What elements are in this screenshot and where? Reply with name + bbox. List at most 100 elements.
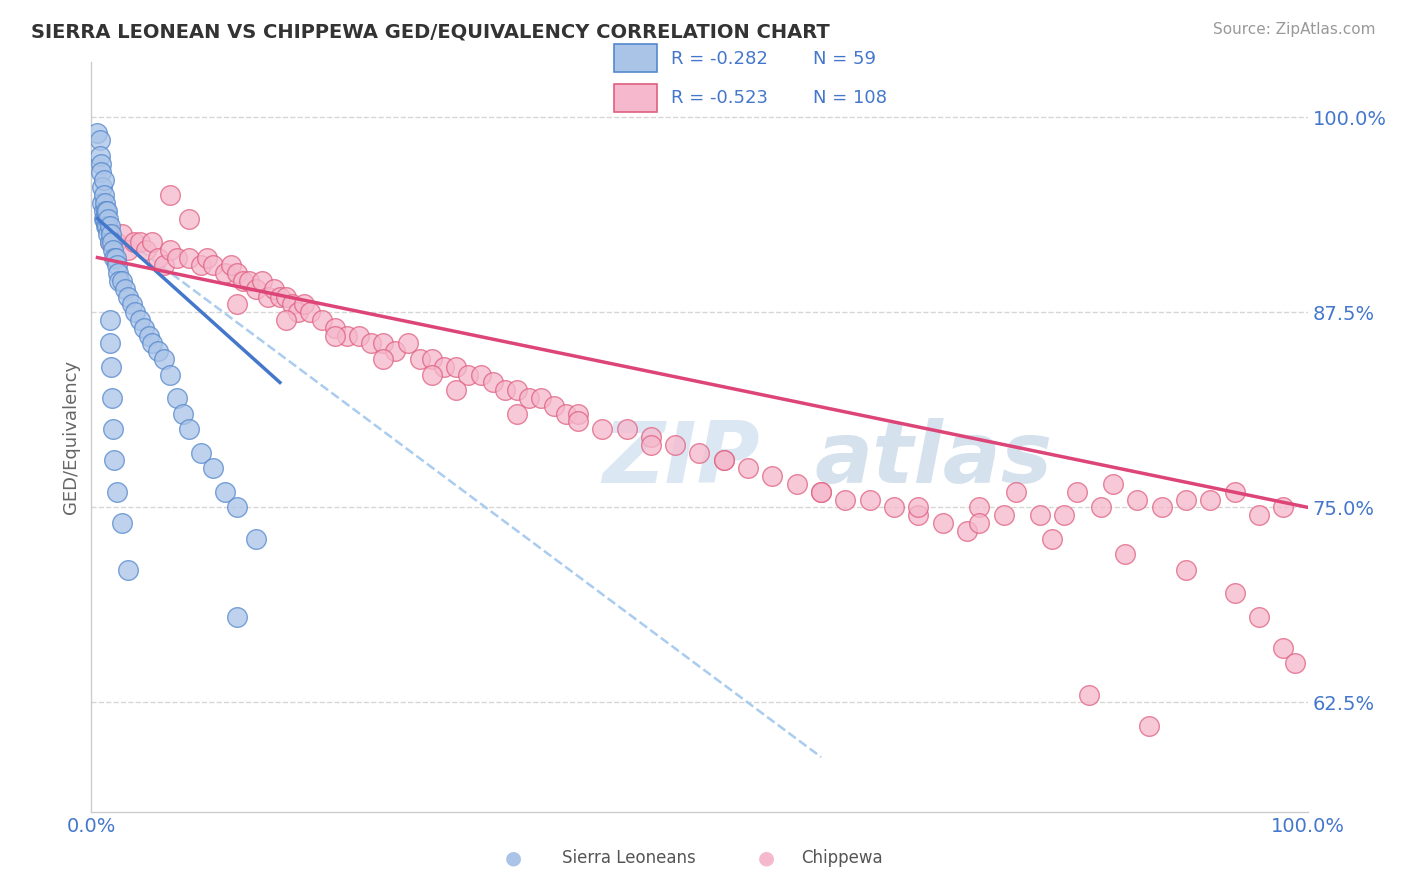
Point [226,500,249,515]
Text: Sierra Leoneans: Sierra Leoneans [562,849,696,867]
Point [311,313,333,327]
Point [108,274,131,288]
Point [1150,500,1173,515]
Text: N = 59: N = 59 [813,50,876,68]
Point [554,407,576,421]
Point [1040,532,1063,546]
Point [470,368,492,382]
Point [931,516,953,530]
Point [98,219,121,234]
Point [98,235,121,249]
Point [202,461,225,475]
Text: ●: ● [505,848,522,868]
Point [1090,500,1112,515]
Point [172,407,194,421]
Point [274,313,297,327]
Point [141,336,163,351]
Point [111,274,134,288]
Point [124,305,146,319]
Point [907,500,929,515]
Point [1126,492,1149,507]
Point [810,484,832,499]
Point [132,320,155,334]
Point [373,351,395,366]
Point [274,289,297,303]
Point [117,563,139,577]
Y-axis label: GED/Equivalency: GED/Equivalency [62,360,80,514]
Point [104,251,127,265]
Point [148,251,170,265]
Point [567,407,589,421]
Point [190,445,212,459]
Point [834,492,856,507]
Point [97,227,120,241]
Point [481,376,503,390]
Point [190,258,212,272]
Point [94,219,117,234]
Point [1247,508,1270,523]
Point [122,235,145,249]
Point [93,211,115,226]
Point [214,484,236,499]
Point [107,266,129,280]
Point [98,336,121,351]
Point [250,274,273,288]
Point [956,524,979,538]
Point [347,328,370,343]
Point [1175,563,1198,577]
Point [117,289,139,303]
Point [166,391,188,405]
Point [494,384,516,398]
Point [195,251,218,265]
Point [226,266,249,280]
Point [506,384,529,398]
Point [420,368,443,382]
Point [810,484,832,499]
Point [713,453,735,467]
Point [97,211,120,226]
Point [111,227,134,241]
Point [506,407,529,421]
Point [907,508,929,523]
Point [433,359,456,374]
Point [444,384,467,398]
Point [101,391,124,405]
Point [567,414,589,428]
Point [159,368,181,382]
Point [90,164,112,178]
Point [993,508,1015,523]
Point [153,258,176,272]
Point [245,532,267,546]
Point [336,328,359,343]
Point [1004,484,1026,499]
Point [103,243,125,257]
Point [640,438,662,452]
Point [94,203,117,218]
Point [219,258,242,272]
Point [100,227,122,241]
Point [1272,640,1295,655]
Point [93,203,115,218]
Point [214,266,236,280]
Point [121,297,143,311]
Point [94,195,117,210]
Point [86,126,108,140]
Point [159,188,181,202]
Point [396,336,419,351]
Point [105,258,128,272]
Point [967,516,990,530]
Point [141,235,163,249]
Point [543,399,565,413]
Point [616,422,638,436]
Point [226,609,249,624]
Point [664,438,686,452]
Point [1223,586,1246,600]
Point [281,297,304,311]
Point [153,351,176,366]
Point [226,297,249,311]
Point [859,492,882,507]
Point [96,203,118,218]
Text: R = -0.282: R = -0.282 [671,50,768,68]
Point [1223,484,1246,499]
Text: Chippewa: Chippewa [801,849,883,867]
